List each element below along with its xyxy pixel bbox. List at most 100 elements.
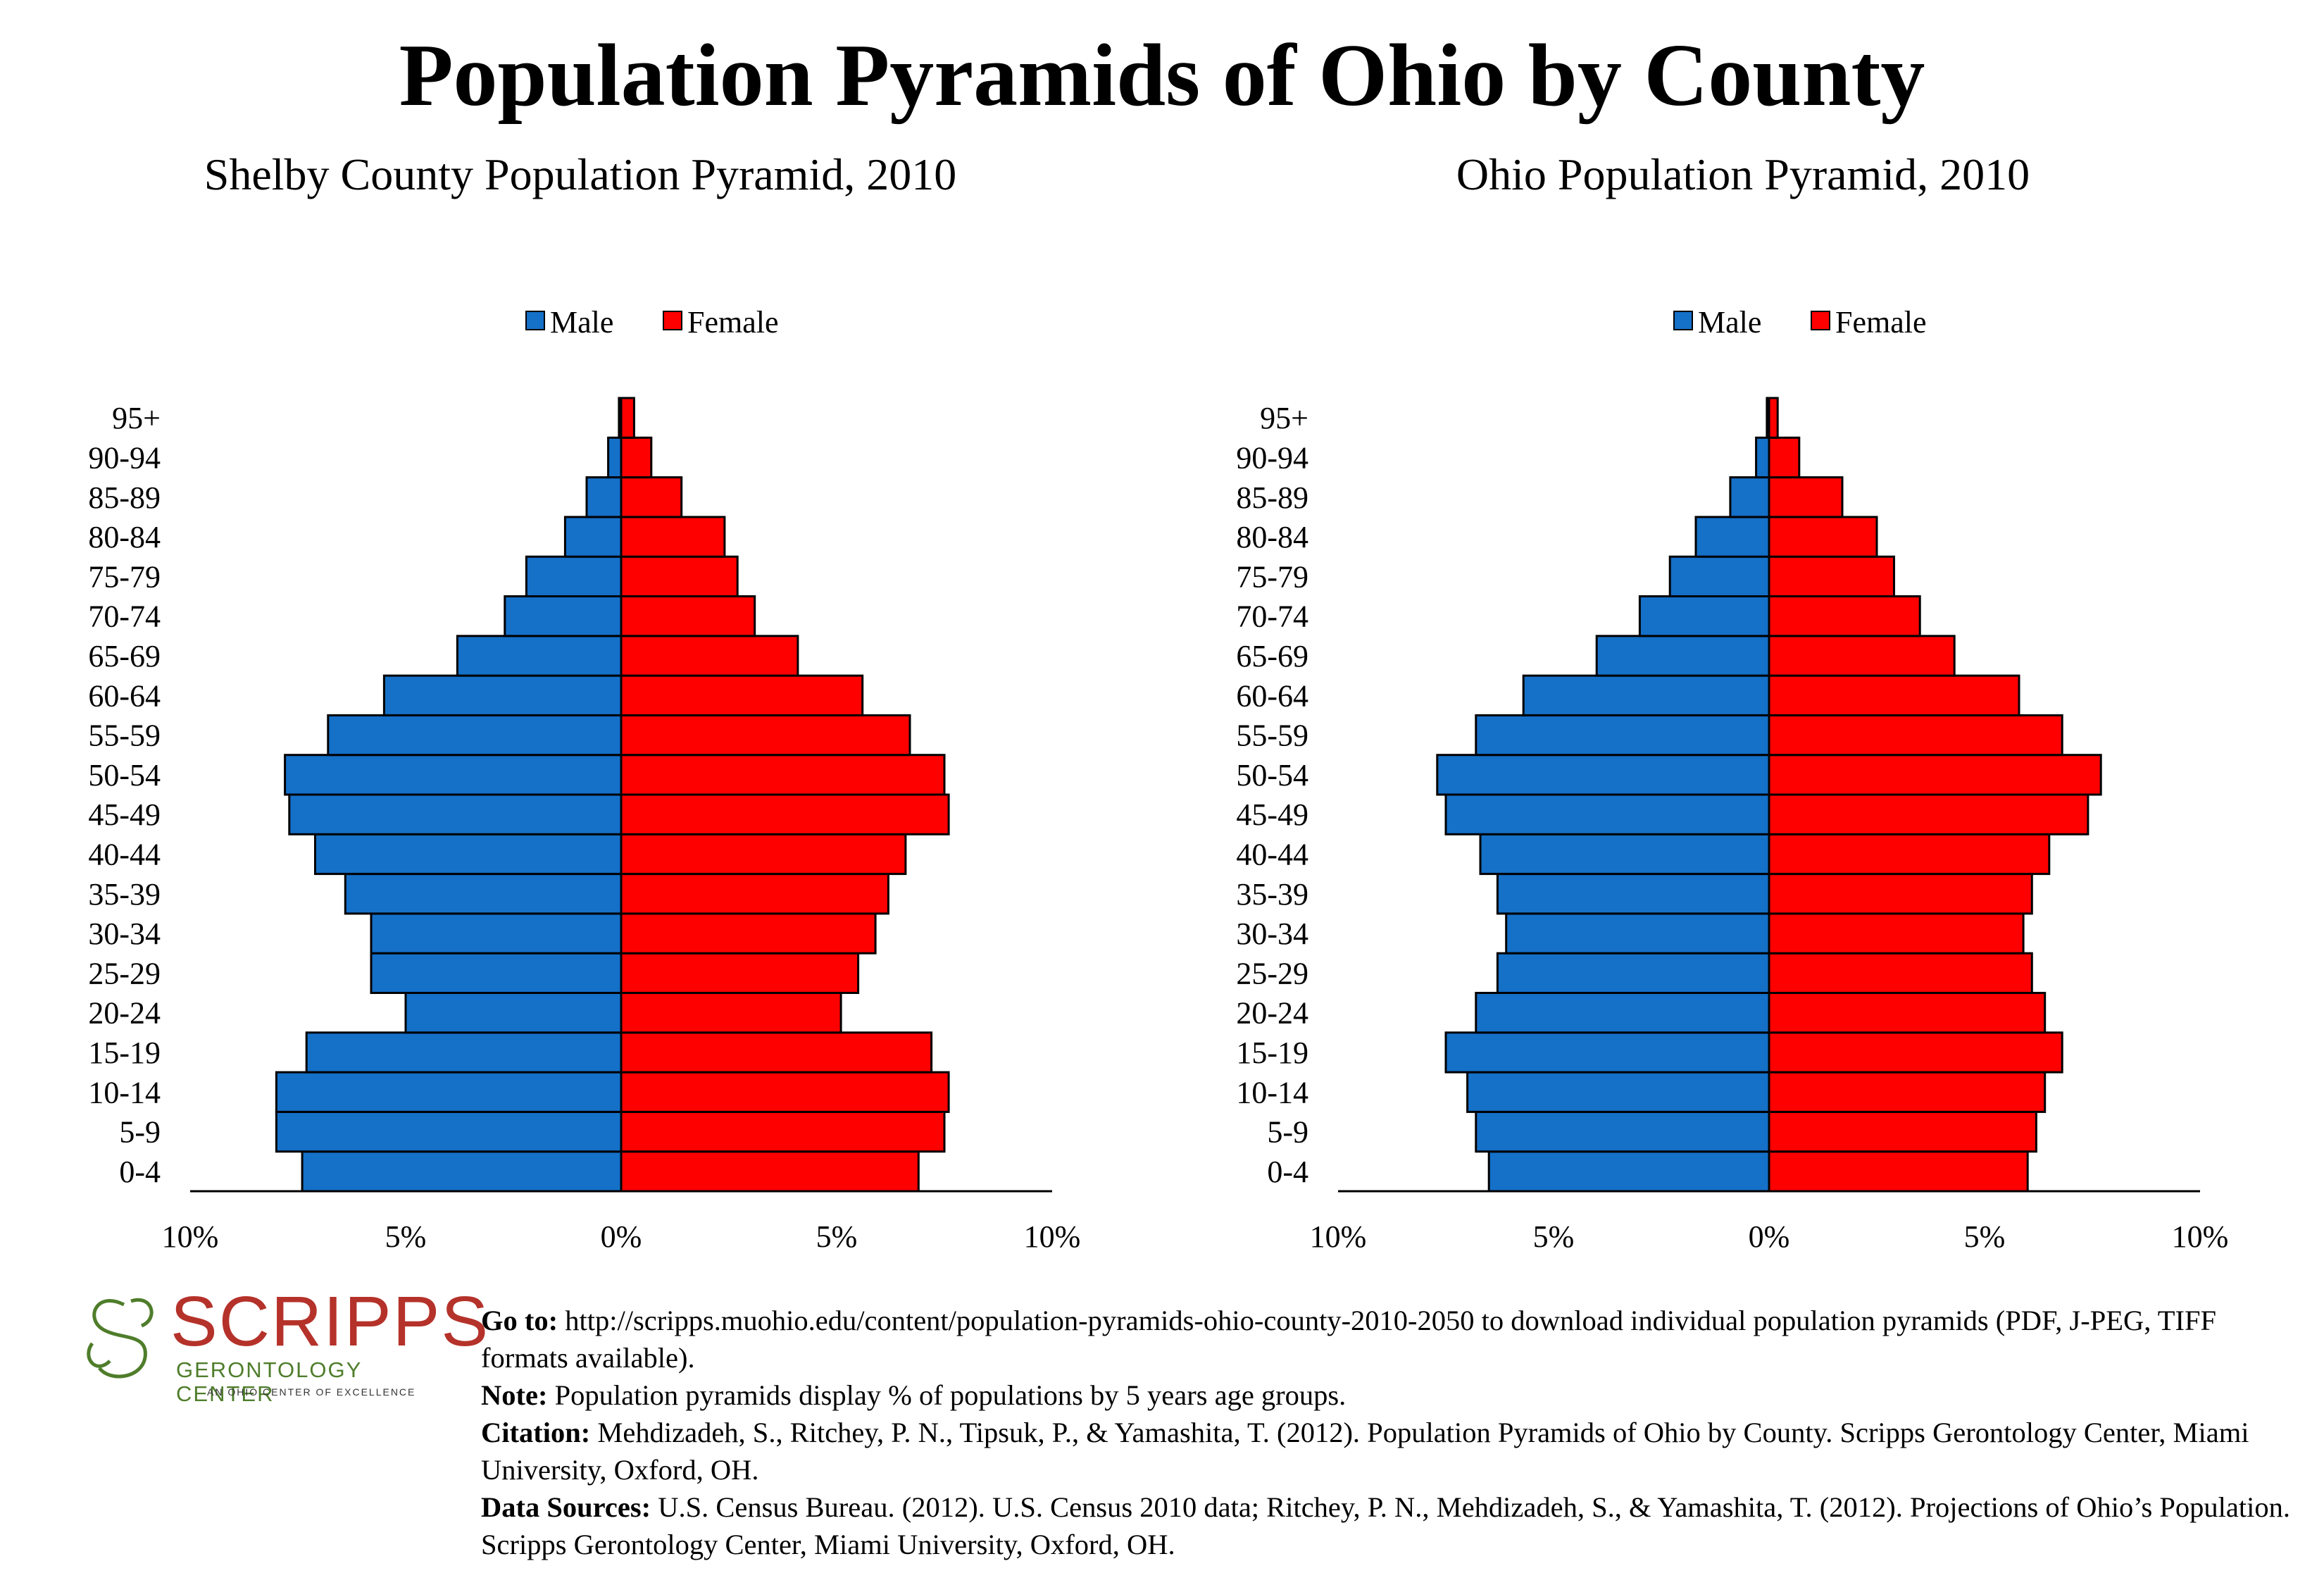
age-group-label: 40-44 [88,838,161,872]
age-group-label: 95+ [1260,401,1308,435]
female-bar [1768,595,1921,638]
age-group-label: 15-19 [88,1036,161,1070]
age-group-label: 95+ [112,401,161,435]
female-bar [620,1110,946,1153]
male-bar [1475,1110,1770,1153]
age-group-label: 0-4 [1267,1155,1308,1189]
female-bar [1768,436,1801,479]
male-bar [1694,516,1770,558]
legend-male-swatch [1673,311,1693,330]
age-group-label: 40-44 [1236,838,1308,872]
logo-subtitle: GERONTOLOGY CENTER [176,1357,362,1406]
male-bar [504,595,623,638]
age-group-label: 30-34 [88,916,161,951]
male-bar [1475,992,1770,1034]
age-group-label: 90-94 [1236,440,1308,475]
footer-sources: Data Sources: U.S. Census Bureau. (2012)… [481,1491,2290,1560]
female-bar [1768,793,2089,835]
legend-female-swatch [663,311,682,330]
male-bar [1595,635,1770,677]
female-bar [1768,1110,2037,1153]
age-group-label: 10-14 [1236,1075,1308,1110]
female-bar [1768,912,2025,955]
scripps-logo: SCRIPPS GERONTOLOGY CENTER AN OHIO CENTE… [82,1286,488,1406]
legend-male-label: Male [550,305,613,340]
male-bar [1487,1150,1770,1193]
chart-title-ohio: Ohio Population Pyramid, 2010 [1456,149,2030,199]
female-bar [1768,873,2033,915]
age-group-label: 25-29 [1236,956,1308,990]
male-bar [1496,873,1770,915]
legend-male-swatch [525,311,545,330]
female-bar [620,436,653,479]
male-bar [585,476,623,518]
male-bar [525,555,623,598]
male-bar [1505,912,1770,955]
scripps-swirl-icon [87,1298,154,1379]
age-group-label: 70-74 [88,599,161,634]
female-bar [620,1150,920,1193]
female-bar [620,754,946,796]
logo-tagline: AN OHIO CENTER OF EXCELLENCE [207,1386,416,1398]
x-tick-label: 10% [1310,1219,1367,1254]
footer-goto: Go to: http://scripps.muohio.edu/content… [481,1305,2217,1374]
footer-notes: Go to: http://scripps.muohio.edu/content… [481,1302,2305,1563]
male-bar [1755,436,1770,479]
age-group-label: 25-29 [88,956,161,990]
age-group-label: 80-84 [88,520,161,554]
female-bar [1768,992,2047,1034]
x-tick-label: 5% [385,1219,427,1254]
female-bar [1768,754,2102,796]
chart-title-shelby: Shelby County Population Pyramid, 2010 [204,149,957,199]
age-group-label: 90-94 [88,440,161,475]
age-group-label: 85-89 [88,480,161,515]
legend-female-swatch [1811,311,1830,330]
female-bar [620,793,950,835]
footer-citation: Citation: Mehdizadeh, S., Ritchey, P. N.… [481,1417,2249,1486]
age-group-label: 10-14 [88,1075,161,1110]
female-bar [620,833,907,876]
female-bar [620,873,889,915]
age-group-label: 45-49 [88,797,161,832]
age-group-label: 75-79 [1236,559,1308,594]
male-bar [1444,1031,1770,1074]
female-bar [1768,952,2033,994]
female-bar [1768,1071,2047,1113]
age-group-label: 60-64 [88,678,161,713]
age-group-label: 60-64 [1236,678,1308,713]
male-bar [1436,754,1770,796]
male-bar [1444,793,1770,835]
male-bar [1668,555,1770,598]
age-group-label: 20-24 [1236,996,1308,1031]
female-bar [620,595,756,638]
age-group-label: 50-54 [1236,758,1308,792]
age-group-label: 85-89 [1236,480,1308,515]
age-group-label: 55-59 [88,719,161,753]
x-tick-label: 10% [2172,1219,2229,1254]
female-bar [1768,674,2020,716]
page-title: Population Pyramids of Ohio by County [399,27,1925,125]
legend-female-label: Female [687,305,779,340]
male-bar [344,873,623,915]
pyramid-charts: 0-4 5-9 10-14 15-19 20-24 25-29 30-34 35-39 40-4… [88,305,2229,1254]
age-group-label: 80-84 [1236,520,1308,554]
female-bar [620,516,726,558]
age-group-label: 30-34 [1236,916,1308,951]
female-bar [620,1031,933,1074]
male-bar [1496,952,1770,994]
age-group-label: 45-49 [1236,797,1308,832]
x-tick-label: 5% [1533,1219,1575,1254]
x-tick-label: 10% [162,1219,219,1254]
footer-note: Note: Population pyramids display % of p… [481,1379,1347,1411]
male-bar [1638,595,1770,638]
male-bar [1729,476,1770,518]
female-bar [1768,833,2051,876]
female-bar [1768,1031,2063,1074]
male-bar [456,635,623,677]
female-bar [620,635,799,677]
age-group-label: 50-54 [88,758,161,792]
male-bar [607,436,623,479]
age-group-label: 55-59 [1236,719,1308,753]
male-bar [275,1071,623,1113]
female-bar [620,992,842,1034]
